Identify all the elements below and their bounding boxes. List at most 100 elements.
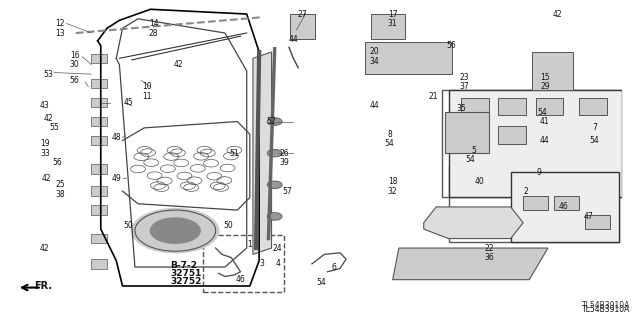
Text: 54: 54	[385, 139, 394, 148]
Bar	[449, 90, 623, 197]
Text: 2: 2	[524, 187, 529, 196]
Text: TL54B3910A: TL54B3910A	[582, 301, 630, 310]
Text: 54: 54	[316, 278, 326, 287]
Bar	[92, 54, 107, 63]
Bar	[449, 166, 620, 242]
Circle shape	[132, 209, 219, 253]
Text: 9: 9	[536, 168, 541, 177]
Text: 4: 4	[275, 259, 280, 268]
Text: 46: 46	[236, 275, 245, 284]
Text: 46: 46	[559, 203, 568, 211]
Text: 29: 29	[540, 82, 550, 91]
Text: 3: 3	[260, 259, 265, 268]
Text: 50: 50	[124, 221, 134, 230]
Text: 52: 52	[267, 117, 276, 126]
Text: 54: 54	[465, 155, 475, 164]
Text: 44: 44	[289, 35, 298, 44]
Bar	[442, 90, 621, 197]
Bar	[92, 259, 107, 269]
Text: 50: 50	[223, 221, 233, 230]
Text: B-7-2: B-7-2	[170, 261, 197, 270]
Circle shape	[268, 149, 282, 157]
Text: 42: 42	[42, 174, 51, 183]
Text: 47: 47	[584, 212, 593, 221]
Text: 31: 31	[388, 19, 397, 28]
Text: 7: 7	[592, 123, 597, 132]
Text: 54: 54	[589, 136, 600, 145]
Text: 42: 42	[552, 10, 562, 19]
Bar	[92, 79, 107, 88]
Text: 23: 23	[460, 73, 469, 82]
Bar	[511, 172, 620, 242]
Text: 42: 42	[40, 243, 50, 253]
Bar	[461, 98, 489, 115]
Text: 16: 16	[70, 51, 79, 60]
Text: 30: 30	[70, 60, 79, 69]
Bar	[92, 117, 107, 126]
Text: 32752: 32752	[170, 277, 202, 286]
Text: 42: 42	[173, 60, 183, 69]
Text: 49: 49	[111, 174, 121, 183]
Text: 43: 43	[40, 101, 50, 110]
Text: 22: 22	[484, 243, 493, 253]
Bar	[92, 205, 107, 215]
Bar	[365, 42, 452, 74]
Text: 13: 13	[56, 28, 65, 38]
Text: 38: 38	[56, 190, 65, 199]
Bar	[585, 215, 610, 229]
Text: 55: 55	[49, 123, 59, 132]
Bar	[92, 234, 107, 243]
Text: 56: 56	[447, 41, 456, 50]
Bar	[371, 14, 405, 39]
Text: 33: 33	[40, 149, 50, 158]
Polygon shape	[253, 52, 271, 254]
Text: 51: 51	[230, 149, 239, 158]
Text: 18: 18	[388, 177, 397, 186]
Circle shape	[268, 213, 282, 220]
Bar	[290, 14, 315, 39]
Text: 15: 15	[540, 73, 550, 82]
Bar	[532, 52, 573, 90]
Text: 57: 57	[282, 187, 292, 196]
Circle shape	[150, 218, 200, 243]
Text: 36: 36	[484, 253, 494, 262]
Text: 44: 44	[540, 136, 550, 145]
Circle shape	[268, 118, 282, 125]
Text: TL54B3910A: TL54B3910A	[582, 305, 630, 314]
Text: 41: 41	[540, 117, 550, 126]
Text: 24: 24	[273, 243, 283, 253]
Text: 19: 19	[40, 139, 50, 148]
Text: 27: 27	[298, 10, 307, 19]
Text: 54: 54	[537, 108, 547, 116]
Text: 56: 56	[70, 76, 79, 85]
Bar	[461, 126, 489, 144]
Text: 5: 5	[471, 145, 476, 154]
Bar	[204, 235, 284, 292]
Bar	[92, 186, 107, 196]
Text: 11: 11	[143, 92, 152, 101]
Text: 20: 20	[369, 48, 379, 56]
Text: 35: 35	[456, 104, 466, 113]
Text: 40: 40	[475, 177, 484, 186]
Text: 8: 8	[387, 130, 392, 139]
Text: 26: 26	[279, 149, 289, 158]
Text: 42: 42	[43, 114, 52, 123]
Text: 53: 53	[43, 70, 53, 78]
Bar	[92, 98, 107, 107]
Text: 1: 1	[248, 241, 252, 249]
Text: 39: 39	[279, 158, 289, 167]
Bar	[499, 126, 526, 144]
Text: 37: 37	[460, 82, 469, 91]
Polygon shape	[424, 207, 523, 239]
Text: 48: 48	[111, 133, 121, 142]
Text: 45: 45	[124, 98, 134, 107]
Bar	[499, 98, 526, 115]
Polygon shape	[393, 248, 548, 280]
Bar	[92, 164, 107, 174]
Text: 10: 10	[143, 82, 152, 91]
Text: FR.: FR.	[34, 281, 52, 291]
Text: 6: 6	[332, 263, 336, 271]
Bar	[536, 98, 563, 115]
Text: 21: 21	[428, 92, 438, 101]
Circle shape	[268, 181, 282, 189]
